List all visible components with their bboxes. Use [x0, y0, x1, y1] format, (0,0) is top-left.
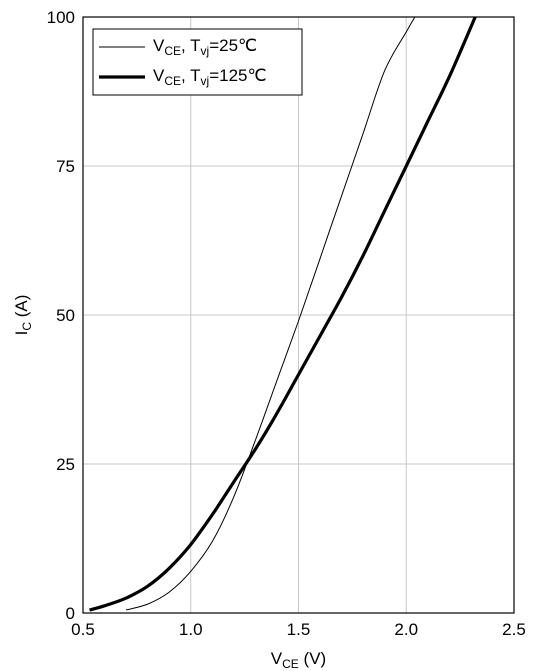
- x-axis-label: VCE (V): [271, 649, 326, 671]
- x-tick-label: 2.0: [394, 620, 418, 639]
- y-tick-labels: 0 25 50 75 100: [47, 8, 75, 623]
- y-tick-label: 50: [56, 306, 75, 325]
- series-line-125c: [89, 17, 477, 612]
- legend: VCE, Tvj=25℃ VCE, Tvj=125℃: [92, 28, 303, 96]
- series-layer: [89, 17, 477, 612]
- y-tick-label: 75: [56, 157, 75, 176]
- grid: [83, 17, 514, 613]
- series-line-25c: [125, 17, 416, 611]
- legend-label-25c: VCE, Tvj=25℃: [153, 36, 257, 58]
- y-tick-label: 25: [56, 455, 75, 474]
- x-tick-label: 1.0: [179, 620, 203, 639]
- legend-box: [92, 28, 303, 96]
- y-tick-label: 100: [47, 8, 75, 27]
- x-tick-label: 0.5: [71, 620, 95, 639]
- x-tick-label: 1.5: [287, 620, 311, 639]
- legend-label-125c: VCE, Tvj=125℃: [153, 66, 267, 88]
- x-tick-label: 2.5: [502, 620, 526, 639]
- y-tick-label: 0: [66, 604, 75, 623]
- x-tick-labels: 0.5 1.0 1.5 2.0 2.5: [71, 620, 526, 639]
- y-axis-label: IC (A): [12, 295, 34, 336]
- plot-frame: [82, 16, 515, 614]
